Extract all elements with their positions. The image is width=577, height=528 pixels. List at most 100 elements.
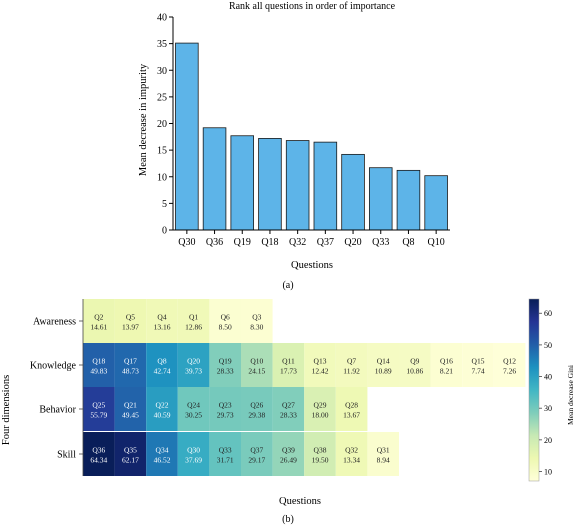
bar-chart-x-ticks: Q30 Q36 Q19 Q18 Q32 Q37 Q20 Q33 Q8 Q10 (178, 230, 445, 248)
colorbar-gradient (528, 298, 540, 482)
panel-label-b: (b) (282, 514, 294, 525)
cell-question-label: Q9 (410, 357, 419, 366)
colorbar-tick-label: 50 (544, 341, 552, 350)
cell-value-label: 24.15 (248, 367, 265, 376)
heatmap-x-axis-label: Questions (279, 496, 321, 507)
cell-question-label: Q1 (189, 313, 198, 322)
cell-value-label: 26.49 (280, 456, 297, 465)
cell-value-label: 13.16 (154, 323, 171, 332)
heatmap-cell (177, 387, 210, 431)
cell-value-label: 37.69 (185, 456, 202, 465)
cell-question-label: Q22 (156, 401, 169, 410)
cell-question-label: Q20 (187, 357, 200, 366)
x-tick-label: Q30 (178, 237, 195, 248)
cell-question-label: Q7 (347, 357, 356, 366)
colorbar-tick-label: 40 (544, 373, 552, 382)
bar (313, 141, 338, 231)
bar (396, 169, 421, 231)
cell-value-label: 10.86 (406, 367, 423, 376)
heatmap-cell (177, 343, 210, 387)
heatmap-cell (209, 387, 241, 431)
cell-value-label: 29.38 (248, 411, 265, 420)
cell-value-label: 18.00 (312, 411, 329, 420)
heatmap-cell (83, 387, 115, 431)
cell-value-label: 19.50 (312, 456, 329, 465)
colorbar-label: Mean decrease Gini (566, 365, 575, 425)
cell-value-label: 17.73 (280, 367, 297, 376)
cell-question-label: Q21 (124, 401, 137, 410)
bar-chart-y-ticks: 0 5 10 15 20 25 30 35 40 (157, 13, 173, 237)
colorbar-tick-label: 20 (544, 436, 552, 445)
heatmap-cell (146, 299, 178, 343)
cell-value-label: 8.21 (440, 367, 453, 376)
cell-question-label: Q16 (440, 357, 453, 366)
bar (230, 135, 255, 231)
cell-value-label: 64.34 (90, 456, 107, 465)
cell-question-label: Q29 (314, 401, 327, 410)
y-tick-label: 15 (157, 146, 167, 157)
cell-question-label: Q4 (157, 313, 166, 322)
colorbar-tick-label: 30 (544, 404, 552, 413)
cell-question-label: Q17 (124, 357, 137, 366)
heatmap-cell (367, 343, 399, 387)
x-tick-label: Q8 (402, 237, 414, 248)
cell-question-label: Q6 (221, 313, 230, 322)
heatmap-cell (241, 343, 273, 387)
heatmap-cell (304, 387, 336, 431)
heatmap-cell (177, 299, 210, 343)
row-label: Skill (57, 450, 76, 461)
cell-value-label: 46.52 (154, 456, 171, 465)
heatmap-cell (399, 343, 431, 387)
bar-chart-title: Rank all questions in order of importanc… (229, 1, 396, 12)
cell-question-label: Q24 (187, 401, 200, 410)
cell-question-label: Q31 (377, 446, 390, 455)
cell-question-label: Q5 (126, 313, 135, 322)
bar-chart-panel: Rank all questions in order of importanc… (138, 1, 450, 291)
bar (258, 138, 282, 231)
heatmap-cell (146, 387, 178, 431)
bar-chart-x-axis-label: Questions (291, 260, 333, 271)
cell-value-label: 8.50 (219, 323, 232, 332)
cell-value-label: 55.79 (90, 411, 107, 420)
cell-value-label: 7.74 (471, 367, 484, 376)
cell-question-label: Q2 (94, 313, 103, 322)
colorbar: 10 20 30 40 50 60 Mean decrease Gini (528, 298, 575, 482)
cell-question-label: Q3 (252, 313, 261, 322)
heatmap-cell (177, 432, 210, 476)
cell-question-label: Q19 (219, 357, 232, 366)
heatmap-cell (272, 432, 305, 476)
cell-value-label: 11.92 (343, 367, 360, 376)
cell-question-label: Q37 (250, 446, 263, 455)
x-tick-label: Q37 (317, 237, 334, 248)
cell-value-label: 31.71 (217, 456, 234, 465)
cell-value-label: 14.61 (90, 323, 107, 332)
bar (175, 42, 199, 231)
cell-value-label: 48.73 (122, 367, 139, 376)
heatmap-cell (83, 299, 115, 343)
heatmap-cell (241, 299, 273, 343)
y-tick-label: 20 (157, 119, 167, 130)
heatmap-cell (146, 432, 178, 476)
y-tick-label: 35 (157, 39, 167, 50)
x-tick-label: Q20 (344, 237, 361, 248)
heatmap-cell (114, 343, 147, 387)
cell-question-label: Q30 (187, 446, 200, 455)
cell-question-label: Q18 (92, 357, 105, 366)
cell-question-label: Q10 (250, 357, 263, 366)
y-tick-label: 25 (157, 92, 167, 103)
x-tick-label: Q36 (206, 237, 223, 248)
cell-value-label: 39.73 (185, 367, 202, 376)
heatmap-cell (209, 343, 241, 387)
cell-question-label: Q26 (250, 401, 263, 410)
row-label: Behavior (39, 405, 76, 416)
bar-chart-y-axis-label: Mean decrease in impurity (138, 63, 149, 176)
x-tick-label: Q10 (428, 237, 445, 248)
cell-value-label: 40.59 (154, 411, 171, 420)
bar (368, 167, 393, 231)
cell-value-label: 7.26 (503, 367, 516, 376)
heatmap-cell (114, 387, 147, 431)
cell-question-label: Q25 (92, 401, 105, 410)
cell-question-label: Q32 (345, 446, 358, 455)
